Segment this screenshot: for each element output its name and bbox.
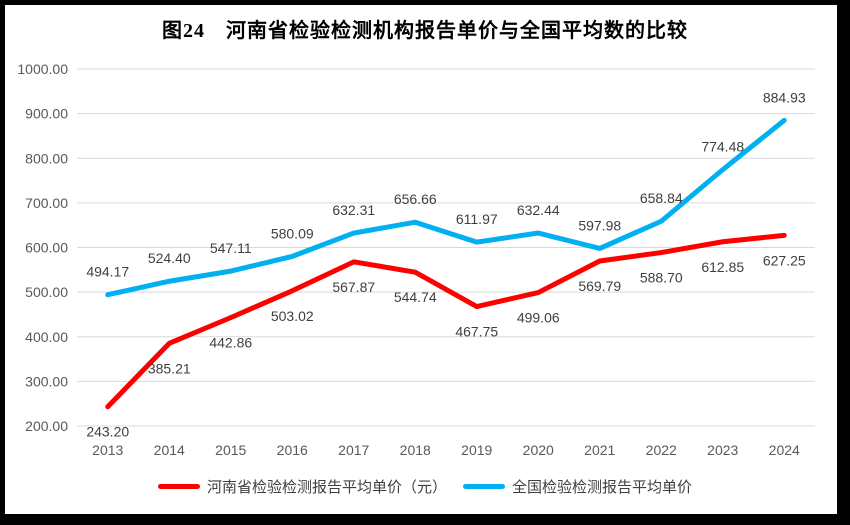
x-axis-tick-label: 2023 <box>707 442 738 458</box>
frame-border-left <box>0 0 5 525</box>
legend-item-henan: 河南省检验检测报告平均单价（元） <box>157 476 447 497</box>
x-axis-tick-label: 2022 <box>646 442 677 458</box>
x-axis-tick-label: 2019 <box>461 442 492 458</box>
data-label: 656.66 <box>394 191 437 207</box>
y-axis-tick-label: 700.00 <box>25 195 68 211</box>
y-axis-tick-label: 800.00 <box>25 150 68 166</box>
data-label: 569.79 <box>578 278 621 294</box>
y-axis-tick-label: 900.00 <box>25 106 68 122</box>
data-label: 658.84 <box>640 190 683 206</box>
x-axis-tick-label: 2018 <box>400 442 431 458</box>
data-label: 385.21 <box>148 360 191 376</box>
legend-label-henan: 河南省检验检测报告平均单价（元） <box>206 479 447 496</box>
x-axis-tick-label: 2017 <box>338 442 369 458</box>
legend-swatch-national <box>463 484 505 489</box>
data-label: 632.31 <box>332 202 375 218</box>
data-label: 597.98 <box>578 217 621 233</box>
data-label: 612.85 <box>701 259 744 275</box>
legend-label-national: 全国检验检测报告平均单价 <box>512 479 693 496</box>
data-label: 503.02 <box>271 308 314 324</box>
data-label: 611.97 <box>456 211 498 227</box>
data-label: 524.40 <box>148 250 191 266</box>
y-axis-tick-label: 1000.00 <box>17 61 68 77</box>
data-label: 547.11 <box>210 240 252 256</box>
frame-border-bottom <box>0 514 850 525</box>
data-label: 632.44 <box>517 202 560 218</box>
series-line-0 <box>105 232 787 410</box>
data-label: 580.09 <box>271 225 314 241</box>
x-axis-tick-label: 2015 <box>215 442 246 458</box>
data-label: 588.70 <box>640 270 683 286</box>
data-label: 884.93 <box>763 89 806 105</box>
data-label: 499.06 <box>517 310 560 326</box>
y-axis-tick-label: 400.00 <box>25 329 68 345</box>
x-axis-tick-label: 2013 <box>92 442 123 458</box>
x-axis-tick-label: 2020 <box>523 442 554 458</box>
data-label: 494.17 <box>86 264 129 280</box>
x-axis-tick-label: 2016 <box>277 442 308 458</box>
chart-title: 图24 河南省检验检测机构报告单价与全国平均数的比较 <box>162 20 688 42</box>
data-label: 467.75 <box>455 324 498 340</box>
chart-legend: 河南省检验检测报告平均单价（元） 全国检验检测报告平均单价 <box>0 476 850 497</box>
data-label: 567.87 <box>332 279 375 295</box>
x-axis-tick-label: 2014 <box>154 442 185 458</box>
frame-border-top <box>0 0 850 5</box>
y-axis-tick-label: 500.00 <box>25 284 68 300</box>
legend-item-national: 全国检验检测报告平均单价 <box>463 476 692 497</box>
data-label: 442.86 <box>209 335 252 351</box>
x-axis-tick-label: 2024 <box>769 442 800 458</box>
series-line-1 <box>105 117 787 298</box>
frame-border-right <box>837 0 850 525</box>
data-label: 243.20 <box>86 424 129 440</box>
legend-swatch-henan <box>157 484 200 489</box>
y-axis-tick-label: 200.00 <box>25 418 68 434</box>
y-axis-tick-label: 300.00 <box>25 373 68 389</box>
data-label: 627.25 <box>763 252 806 268</box>
y-axis-tick-label: 600.00 <box>25 240 68 256</box>
x-axis-tick-label: 2021 <box>584 442 615 458</box>
data-label: 774.48 <box>701 139 744 155</box>
data-label: 544.74 <box>394 289 437 305</box>
